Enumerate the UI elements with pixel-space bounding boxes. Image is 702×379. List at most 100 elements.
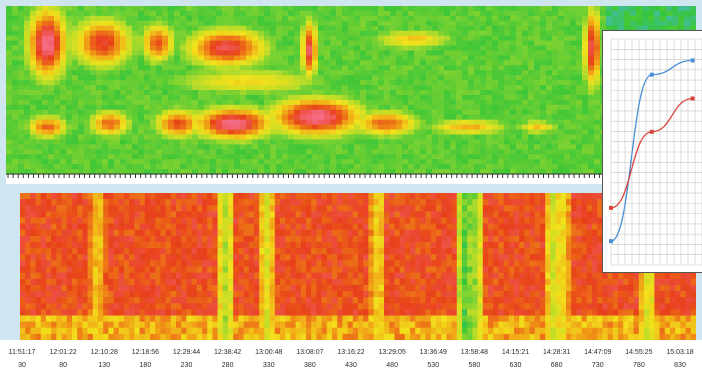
top-heatmap-cell [534, 114, 541, 121]
top-heatmap-cell [168, 104, 175, 111]
top-heatmap-cell [222, 154, 229, 160]
bottom-heatmap-cell [170, 211, 177, 219]
top-heatmap-cell [42, 159, 49, 165]
bottom-heatmap-cell [35, 260, 42, 268]
top-heatmap-cell [324, 40, 331, 47]
top-heatmap-cell [144, 50, 151, 57]
top-heatmap-cell [78, 6, 85, 12]
bottom-heatmap-cell [40, 205, 47, 212]
bottom-heatmap-cell [176, 248, 182, 255]
top-heatmap-cell [96, 60, 103, 66]
top-heatmap-cell [594, 149, 601, 155]
bottom-heatmap-cell [165, 309, 172, 317]
bottom-heatmap-cell [207, 235, 213, 243]
top-heatmap-cell [522, 94, 529, 101]
top-heatmap-cell [438, 149, 445, 155]
top-heatmap-cell [138, 139, 145, 145]
top-heatmap-cell [102, 144, 109, 150]
top-heatmap-cell [294, 90, 301, 96]
bottom-heatmap-cell [212, 333, 219, 340]
bottom-heatmap-cell [191, 315, 198, 323]
bottom-heatmap-cell [176, 303, 182, 310]
top-heatmap-cell [282, 114, 289, 121]
top-heatmap-cell [270, 6, 277, 12]
top-heatmap-cell [216, 65, 223, 71]
top-heatmap-cell [402, 119, 409, 126]
bottom-heatmap-cell [46, 211, 52, 219]
top-heatmap-cell [162, 149, 169, 155]
top-heatmap-cell [456, 15, 463, 22]
top-heatmap-cell [522, 45, 529, 52]
bottom-heatmap-cell [118, 303, 125, 310]
top-heatmap-cell [240, 10, 247, 17]
top-heatmap-cell [126, 65, 133, 71]
top-heatmap-cell [660, 15, 667, 22]
top-heatmap-cell [360, 159, 367, 165]
top-heatmap-cell [474, 85, 481, 91]
top-heatmap-cell [564, 35, 571, 42]
top-heatmap-cell [138, 15, 145, 22]
top-heatmap-cell [222, 124, 229, 131]
top-heatmap-cell [474, 6, 481, 12]
top-heatmap-cell [120, 6, 127, 12]
top-heatmap-cell [342, 154, 349, 160]
top-heatmap-cell [288, 124, 295, 131]
top-heatmap-cell [12, 94, 19, 101]
top-heatmap-cell [420, 15, 427, 22]
bottom-heatmap-cell [170, 266, 177, 274]
bottom-heatmap-cell [196, 266, 203, 274]
top-heatmap-cell [666, 10, 673, 17]
bottom-heatmap-cell [186, 248, 193, 255]
bottom-heatmap-cell [165, 284, 172, 292]
top-heatmap-cell [30, 104, 37, 111]
top-heatmap-cell [18, 45, 25, 52]
top-heatmap-cell [300, 134, 307, 141]
top-heatmap-cell [462, 109, 469, 116]
bottom-heatmap-cell [134, 272, 141, 280]
top-heatmap-cell [144, 6, 151, 12]
bottom-heatmap-cell [118, 333, 125, 340]
top-heatmap-cell [450, 80, 457, 86]
top-heatmap-cell [516, 164, 523, 170]
top-heatmap-cell [84, 45, 91, 52]
top-heatmap-cell [294, 154, 301, 160]
bottom-heatmap-cell [113, 235, 120, 243]
top-heatmap-cell [372, 134, 379, 141]
top-heatmap-cell [318, 94, 325, 101]
top-heatmap-cell [342, 134, 349, 141]
top-heatmap-cell [564, 144, 571, 150]
top-heatmap-cell [276, 104, 283, 111]
top-heatmap-cell [252, 164, 259, 170]
bottom-heatmap-cell [129, 297, 135, 304]
top-heatmap-cell [84, 134, 91, 141]
top-heatmap-cell [138, 134, 145, 141]
bottom-heatmap-cell [144, 260, 151, 268]
top-heatmap-cell [438, 114, 445, 121]
top-heatmap-cell [552, 119, 559, 126]
bottom-heatmap-cell [20, 223, 26, 231]
top-heatmap-cell [378, 60, 385, 66]
top-heatmap-cell [192, 139, 199, 145]
bottom-heatmap-cell [170, 297, 177, 304]
bottom-heatmap-cell [92, 254, 99, 261]
top-heatmap-cell [408, 114, 415, 121]
top-heatmap-cell [12, 85, 19, 91]
top-heatmap-cell [564, 20, 571, 27]
top-heatmap-cell [30, 139, 37, 145]
top-heatmap-cell [126, 144, 133, 150]
top-heatmap-cell [42, 104, 49, 111]
bottom-heatmap-cell [30, 211, 37, 219]
top-heatmap-cell [486, 60, 493, 66]
bottom-heatmap-cell [207, 260, 213, 268]
top-heatmap-cell [156, 144, 163, 150]
top-heatmap-cell [432, 124, 439, 131]
top-heatmap-cell [12, 75, 19, 81]
top-heatmap-cell [462, 104, 469, 111]
top-heatmap-cell [48, 169, 55, 175]
top-heatmap-cell [282, 25, 289, 32]
top-heatmap-cell [420, 6, 427, 12]
top-heatmap-cell [12, 99, 19, 106]
top-heatmap-cell [150, 50, 157, 57]
top-heatmap-cell [108, 80, 115, 86]
bottom-heatmap-cell [207, 315, 213, 323]
